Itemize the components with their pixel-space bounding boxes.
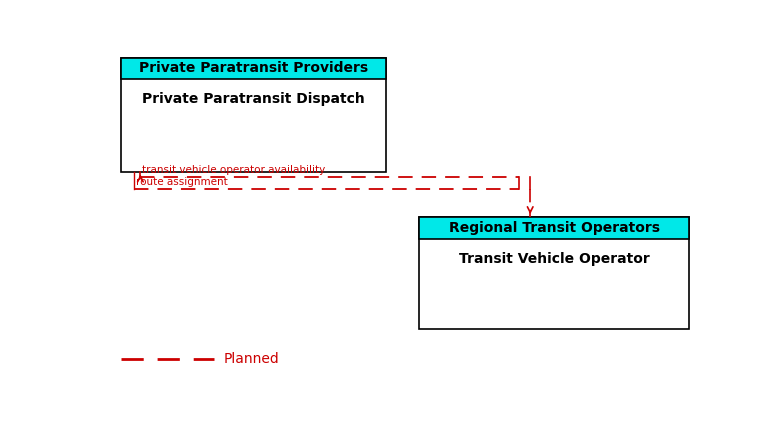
Text: Private Paratransit Providers: Private Paratransit Providers (139, 61, 368, 75)
Text: Regional Transit Operators: Regional Transit Operators (449, 221, 660, 235)
Bar (419, 217, 689, 239)
Bar (121, 57, 386, 172)
Text: Transit Vehicle Operator: Transit Vehicle Operator (459, 252, 650, 266)
Text: Private Paratransit Dispatch: Private Paratransit Dispatch (142, 92, 365, 106)
Text: Planned: Planned (224, 353, 279, 366)
Bar (121, 57, 386, 79)
Text: route assignment: route assignment (136, 177, 228, 187)
Bar (419, 217, 689, 329)
Text: transit vehicle operator availability: transit vehicle operator availability (142, 166, 325, 175)
